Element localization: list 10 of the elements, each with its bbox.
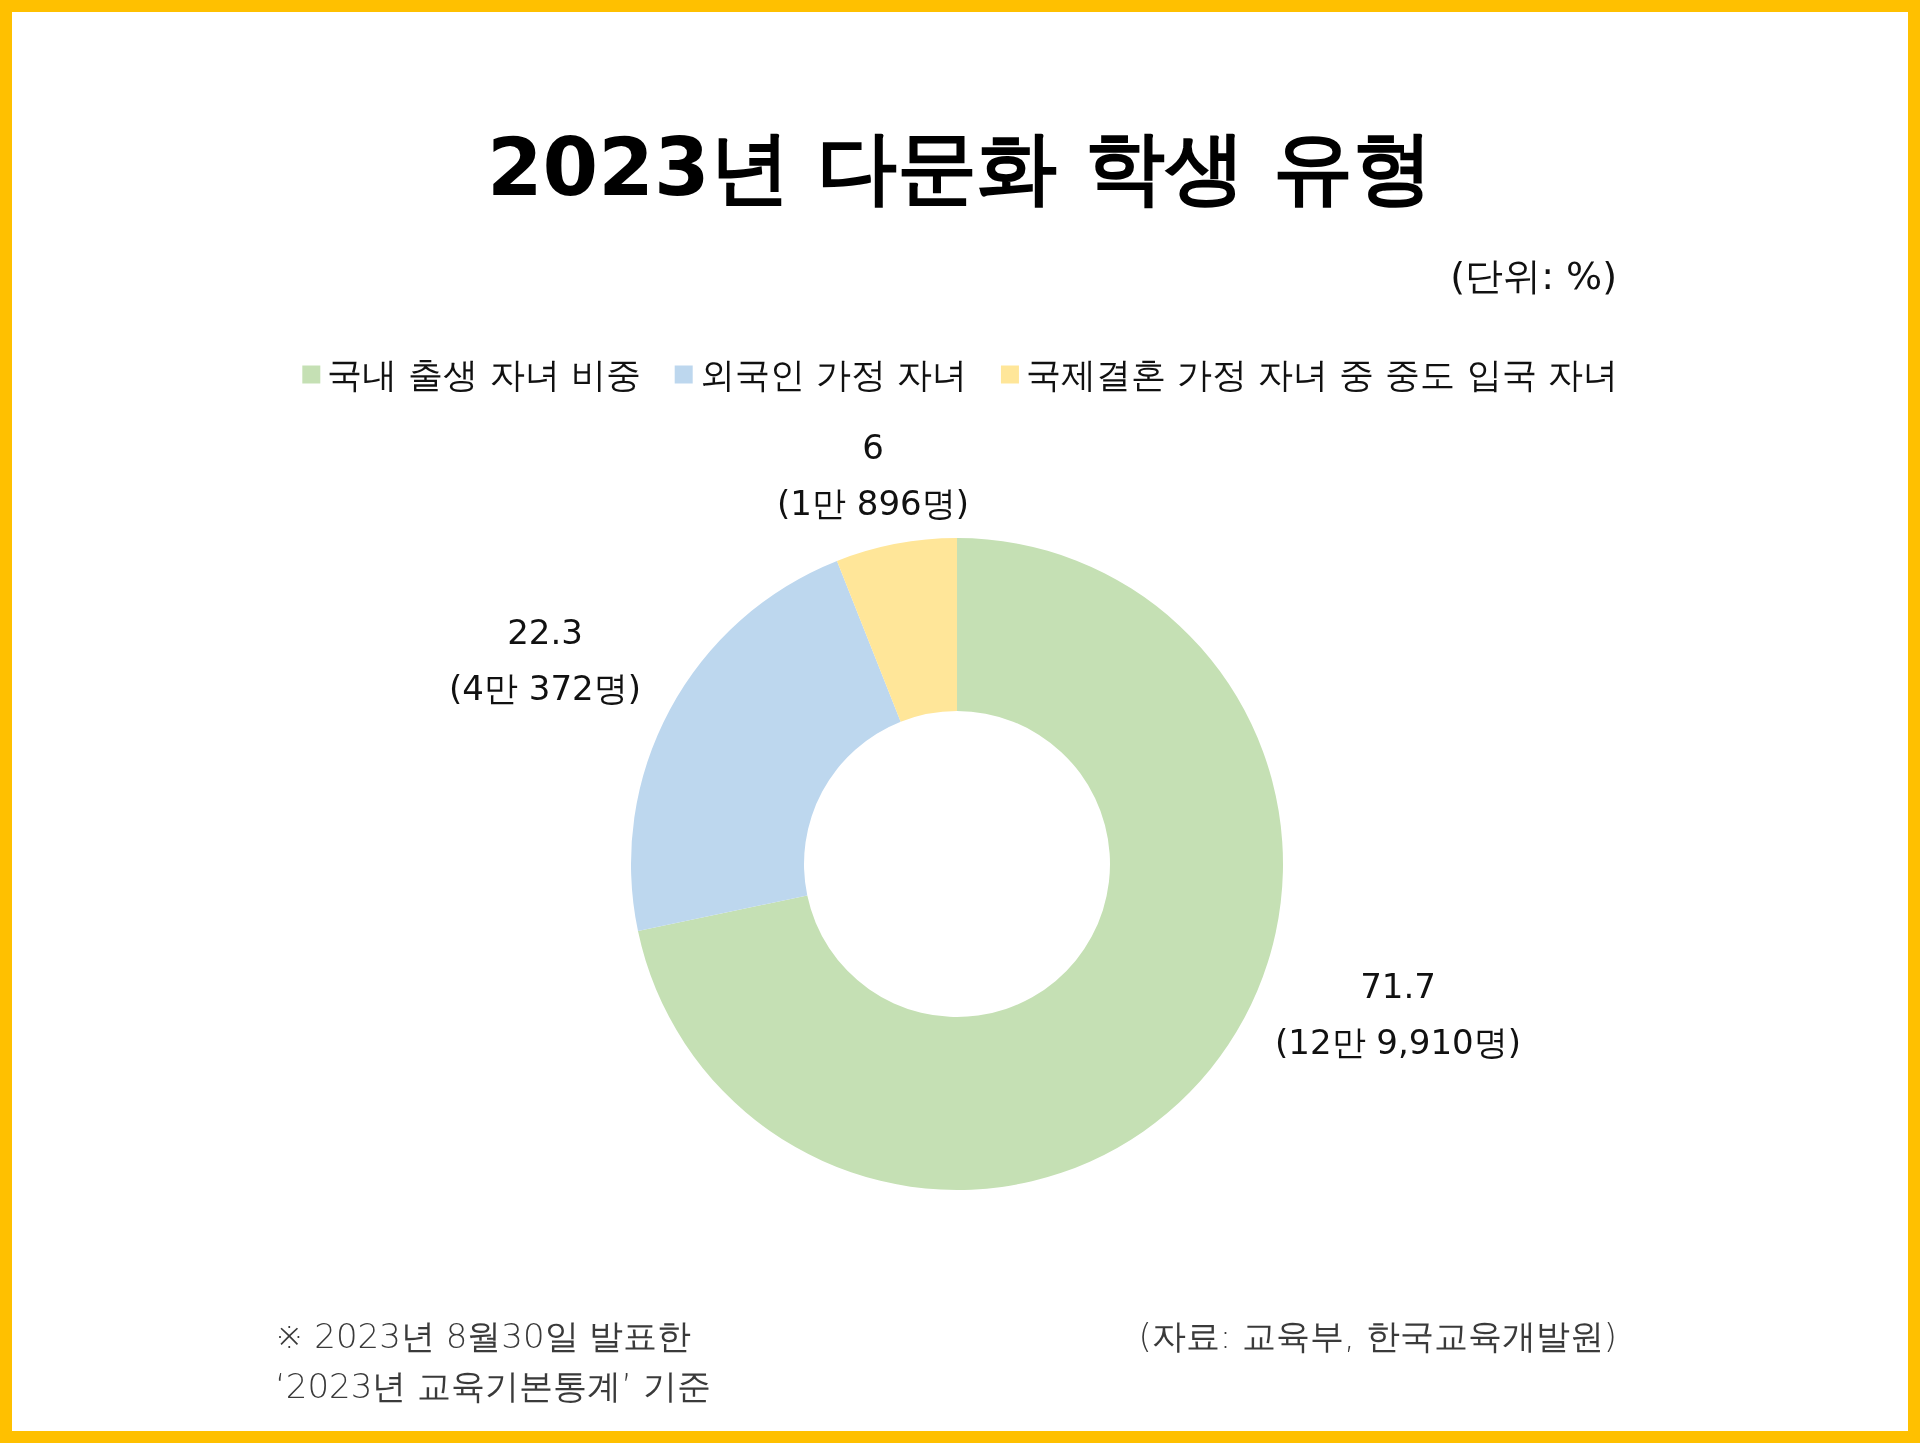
legend-label: 외국인 가정 자녀	[699, 354, 967, 395]
text: ※ 2023년 8월30일 발표한 ‘2023년 교육기본통계’ 기준	[275, 1316, 711, 1406]
data-label: 6 (1만 896명)	[777, 427, 969, 523]
data-label: 22.3 (4만 372명)	[449, 612, 641, 708]
legend-label: 국제결혼 가정 자녀 중 중도 입국 자녀	[1025, 354, 1618, 395]
data-label: 71.7 (12만 9,910명)	[1275, 966, 1521, 1062]
chart-title: 2023년 다문화 학생 유형	[486, 120, 1434, 214]
legend-label: 국내 출생 자녀 비중	[327, 354, 641, 395]
text: (자료: 교육부, 한국교육개발원)	[1138, 1316, 1618, 1356]
chart-subtitle: (단위: %)	[1450, 254, 1617, 298]
